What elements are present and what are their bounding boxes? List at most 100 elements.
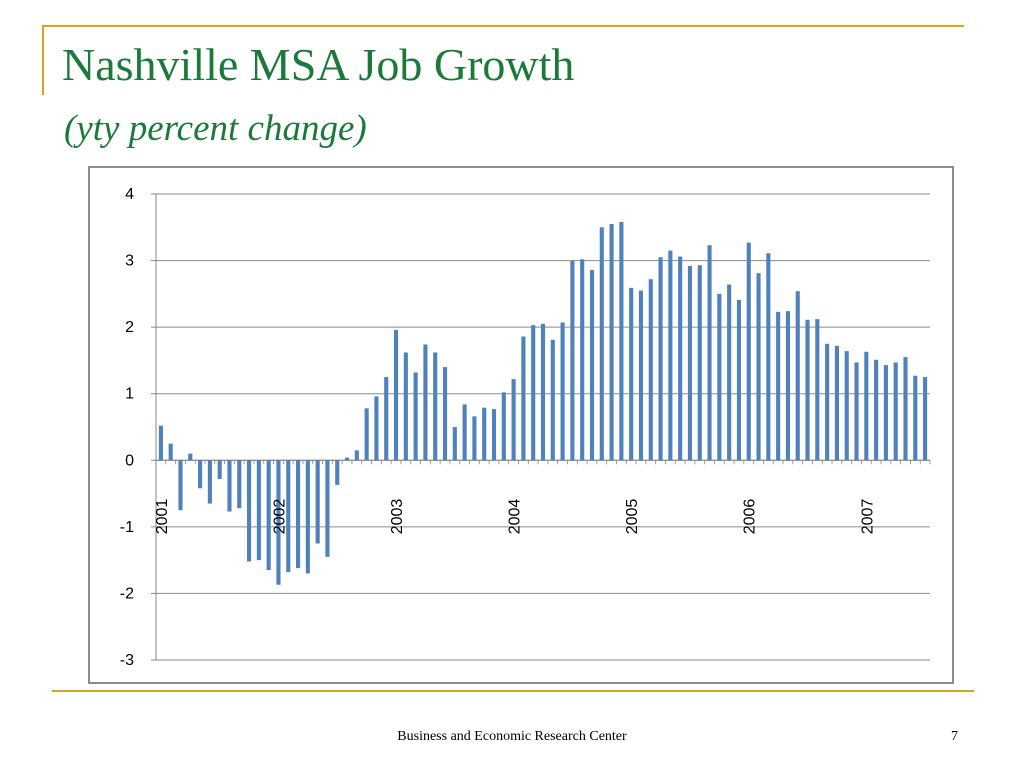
bar bbox=[168, 443, 173, 461]
bar bbox=[393, 329, 399, 461]
bar bbox=[354, 450, 359, 461]
bar bbox=[766, 253, 771, 461]
bar bbox=[844, 351, 849, 461]
bar bbox=[188, 453, 193, 461]
bar bbox=[256, 460, 261, 561]
bar bbox=[854, 362, 859, 461]
y-tick-label: 1 bbox=[125, 386, 134, 403]
bar bbox=[266, 460, 271, 571]
x-tick-label: 2002 bbox=[271, 499, 288, 535]
bar bbox=[756, 273, 761, 461]
bar bbox=[217, 460, 222, 479]
bar bbox=[247, 460, 252, 562]
bar bbox=[511, 379, 516, 461]
bar bbox=[913, 375, 918, 461]
slide-subtitle: (yty percent change) bbox=[64, 108, 367, 149]
bar bbox=[374, 396, 379, 461]
x-tick-label: 2006 bbox=[742, 499, 759, 535]
bar bbox=[825, 343, 830, 461]
bar bbox=[550, 339, 555, 461]
bar bbox=[923, 377, 928, 461]
bar bbox=[501, 392, 506, 461]
bar bbox=[678, 256, 683, 461]
bar bbox=[609, 223, 614, 461]
bar bbox=[178, 460, 183, 511]
bar bbox=[795, 291, 800, 461]
y-tick-label: 2 bbox=[125, 319, 134, 336]
bar bbox=[883, 365, 888, 461]
bar bbox=[491, 409, 497, 461]
slide-title: Nashville MSA Job Growth bbox=[62, 39, 575, 90]
bar bbox=[305, 460, 310, 574]
bar bbox=[442, 367, 448, 461]
bar bbox=[296, 460, 301, 569]
bar bbox=[874, 359, 879, 461]
bar bbox=[384, 377, 389, 461]
bar bbox=[237, 460, 242, 509]
bar bbox=[207, 460, 212, 504]
bar bbox=[805, 319, 810, 461]
bar bbox=[785, 311, 790, 461]
bar bbox=[364, 408, 369, 461]
x-tick-label: 2003 bbox=[389, 499, 406, 535]
bar bbox=[344, 457, 350, 461]
y-tick-label: 0 bbox=[125, 452, 134, 469]
bar bbox=[834, 345, 839, 461]
bar bbox=[335, 460, 340, 485]
frame-bottom-line bbox=[52, 690, 974, 692]
frame-top-line bbox=[42, 25, 964, 27]
bar bbox=[893, 362, 898, 461]
bar bbox=[227, 460, 232, 512]
bar bbox=[482, 407, 487, 461]
bar bbox=[697, 265, 702, 461]
x-tick-label: 2005 bbox=[624, 499, 641, 535]
bar bbox=[403, 352, 408, 461]
bar bbox=[599, 227, 604, 461]
bar bbox=[580, 259, 585, 461]
bar bbox=[521, 336, 526, 461]
bar bbox=[158, 425, 163, 461]
bar bbox=[472, 416, 477, 461]
bar bbox=[619, 221, 624, 461]
x-tick-label: 2004 bbox=[507, 499, 524, 535]
bar bbox=[746, 242, 751, 461]
bar bbox=[717, 293, 722, 461]
bar bbox=[198, 460, 203, 489]
bar bbox=[462, 404, 467, 461]
bar bbox=[727, 284, 732, 461]
bar bbox=[286, 460, 291, 573]
bar bbox=[687, 265, 693, 461]
chart-area: 4 3 2 1 0 -1 -2 -3 2001 2002 2003 2004 2005 2006 2007 bbox=[88, 166, 954, 684]
y-tick-label: -3 bbox=[120, 652, 134, 669]
bar bbox=[570, 260, 575, 461]
bar bbox=[707, 245, 712, 461]
bar bbox=[413, 372, 418, 461]
y-tick-label: -2 bbox=[120, 585, 134, 602]
footer-text: Business and Economic Research Center bbox=[397, 729, 627, 744]
bar bbox=[903, 357, 908, 461]
bar bbox=[423, 344, 428, 461]
x-tick-label: 2001 bbox=[154, 499, 171, 535]
y-tick-label: 3 bbox=[125, 253, 134, 270]
bar bbox=[638, 290, 644, 461]
bar bbox=[540, 323, 546, 461]
bar bbox=[315, 460, 320, 544]
bar bbox=[531, 325, 536, 461]
bar-chart: 4 3 2 1 0 -1 -2 -3 2001 2002 2003 2004 2005 2006 2007 bbox=[120, 186, 931, 669]
bar bbox=[668, 250, 673, 461]
bar bbox=[864, 351, 869, 461]
bar bbox=[325, 460, 330, 557]
bar bbox=[815, 319, 820, 461]
bar bbox=[776, 311, 781, 461]
x-tick-label: 2007 bbox=[859, 499, 876, 535]
bar bbox=[560, 322, 565, 461]
bar bbox=[276, 460, 281, 585]
y-tick-label: -1 bbox=[120, 519, 134, 536]
bar bbox=[433, 352, 438, 461]
page-number: 7 bbox=[951, 729, 958, 744]
bar bbox=[736, 299, 742, 461]
bar bbox=[658, 257, 663, 461]
bar bbox=[452, 427, 457, 461]
frame-left-line bbox=[42, 25, 44, 95]
y-tick-label: 4 bbox=[125, 186, 134, 203]
